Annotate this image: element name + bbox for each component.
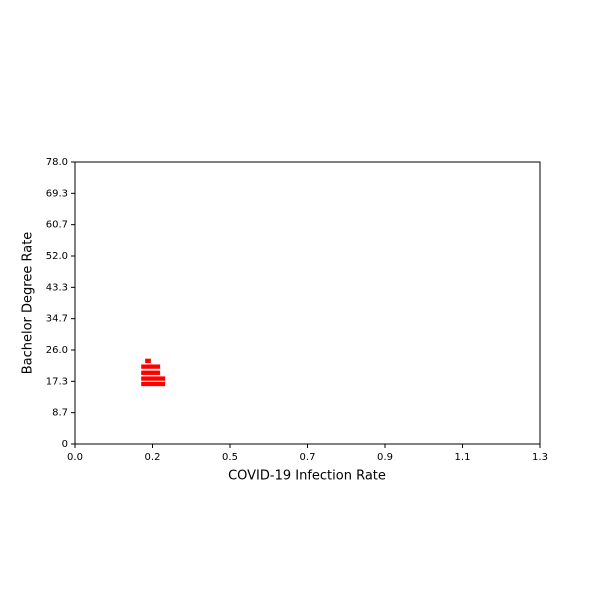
x-tick-label: 1.3 (532, 452, 548, 463)
bar (141, 364, 161, 369)
x-tick-label: 0.9 (377, 452, 393, 463)
y-tick-label: 26.0 (46, 345, 68, 356)
y-tick-label: 60.7 (46, 220, 68, 231)
y-axis-label: Bachelor Degree Rate (21, 232, 36, 375)
y-tick-label: 0 (62, 439, 68, 450)
y-tick-label: 78.0 (46, 157, 68, 168)
y-tick-label: 17.3 (46, 376, 68, 387)
x-tick-label: 0.0 (67, 452, 83, 463)
plot-frame (74, 161, 541, 445)
x-tick-label: 0.2 (145, 452, 161, 463)
y-tick-label: 43.3 (46, 282, 68, 293)
bar (141, 381, 166, 387)
x-axis-label: COVID-19 Infection Rate (228, 469, 386, 484)
y-tick-label: 34.7 (46, 314, 68, 325)
y-tick-label: 8.7 (52, 408, 68, 419)
bar (141, 370, 161, 375)
y-tick-label: 52.0 (46, 251, 68, 262)
x-tick-label: 0.7 (300, 452, 316, 463)
y-tick-label: 69.3 (46, 188, 68, 199)
x-tick-label: 1.1 (455, 452, 471, 463)
bar (145, 358, 151, 364)
bar (141, 376, 166, 381)
x-tick-label: 0.5 (222, 452, 238, 463)
